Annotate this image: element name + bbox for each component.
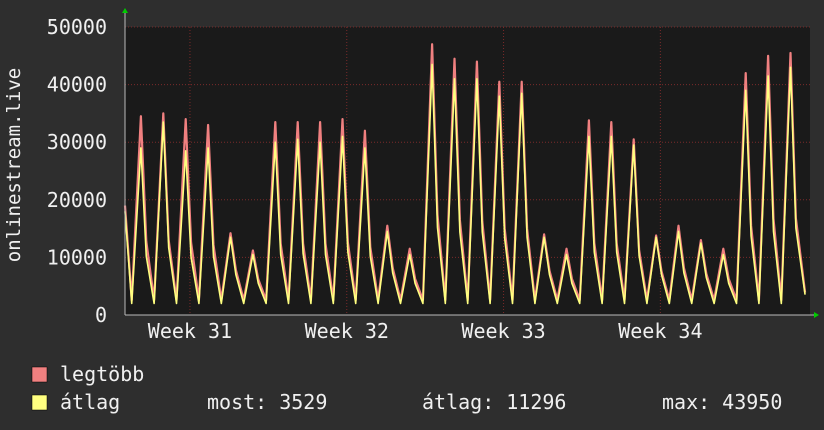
stat: max: 43950: [662, 390, 782, 414]
legend-swatch: [31, 394, 48, 411]
y-tick-label: 30000: [47, 130, 107, 154]
legend-label: legtöbb: [60, 362, 144, 386]
axis-arrow: [814, 312, 819, 318]
stat-label: most:: [207, 390, 267, 414]
y-axis-label: onlinestream.live: [3, 68, 25, 262]
y-tick-label: 0: [95, 303, 107, 327]
stat: most: 3529: [207, 390, 327, 414]
stat-value: 3529: [279, 390, 327, 414]
stat-label: max:: [662, 390, 710, 414]
series-line: [124, 63, 806, 305]
x-tick-label: Week 31: [148, 319, 232, 343]
stat-value: 11296: [506, 390, 566, 414]
legend: legtöbb átlag most: 3529 átlag: 11296 max: 4395…: [31, 362, 782, 414]
x-tick-label: Week 32: [305, 319, 389, 343]
y-tick-label: 50000: [47, 15, 107, 39]
legend-swatch: [31, 366, 48, 383]
x-tick-label: Week 33: [461, 319, 545, 343]
y-tick-label: 20000: [47, 188, 107, 212]
x-tick-label: Week 34: [618, 319, 702, 343]
stat-value: 43950: [722, 390, 782, 414]
plot-area: [125, 27, 810, 315]
y-tick-label: 40000: [47, 73, 107, 97]
y-tick-label: 10000: [47, 245, 107, 269]
axis-arrow: [122, 8, 128, 13]
series-line: [123, 43, 807, 302]
legend-label: átlag: [60, 390, 120, 414]
stat-label: átlag:: [422, 390, 494, 414]
stat: átlag: 11296: [422, 390, 566, 414]
